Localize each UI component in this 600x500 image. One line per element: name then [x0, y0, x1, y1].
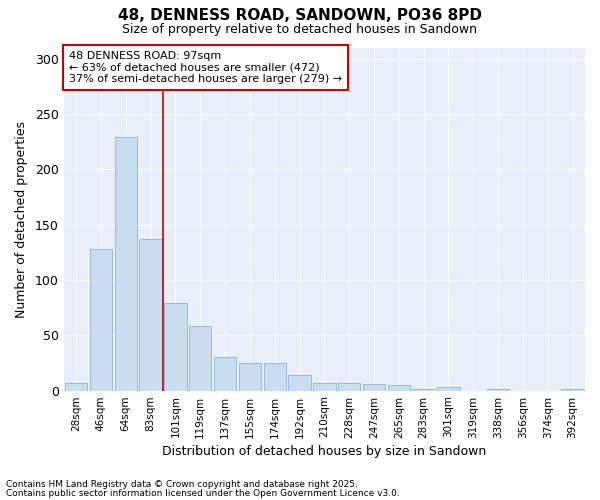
Bar	[164, 303, 187, 390]
Text: Contains public sector information licensed under the Open Government Licence v3: Contains public sector information licen…	[6, 488, 400, 498]
Bar	[313, 383, 335, 390]
Bar	[437, 387, 460, 390]
Bar	[289, 375, 311, 390]
X-axis label: Distribution of detached houses by size in Sandown: Distribution of detached houses by size …	[162, 444, 487, 458]
Y-axis label: Number of detached properties: Number of detached properties	[15, 120, 28, 318]
Bar	[239, 363, 261, 390]
Bar	[115, 137, 137, 390]
Bar	[363, 384, 385, 390]
Text: 48 DENNESS ROAD: 97sqm
← 63% of detached houses are smaller (472)
37% of semi-de: 48 DENNESS ROAD: 97sqm ← 63% of detached…	[69, 51, 342, 84]
Text: Size of property relative to detached houses in Sandown: Size of property relative to detached ho…	[122, 22, 478, 36]
Text: 48, DENNESS ROAD, SANDOWN, PO36 8PD: 48, DENNESS ROAD, SANDOWN, PO36 8PD	[118, 8, 482, 22]
Bar	[214, 358, 236, 390]
Bar	[388, 385, 410, 390]
Text: Contains HM Land Registry data © Crown copyright and database right 2025.: Contains HM Land Registry data © Crown c…	[6, 480, 358, 489]
Bar	[338, 383, 361, 390]
Bar	[263, 363, 286, 390]
Bar	[65, 383, 87, 390]
Bar	[189, 326, 211, 390]
Bar	[90, 249, 112, 390]
Bar	[139, 239, 162, 390]
